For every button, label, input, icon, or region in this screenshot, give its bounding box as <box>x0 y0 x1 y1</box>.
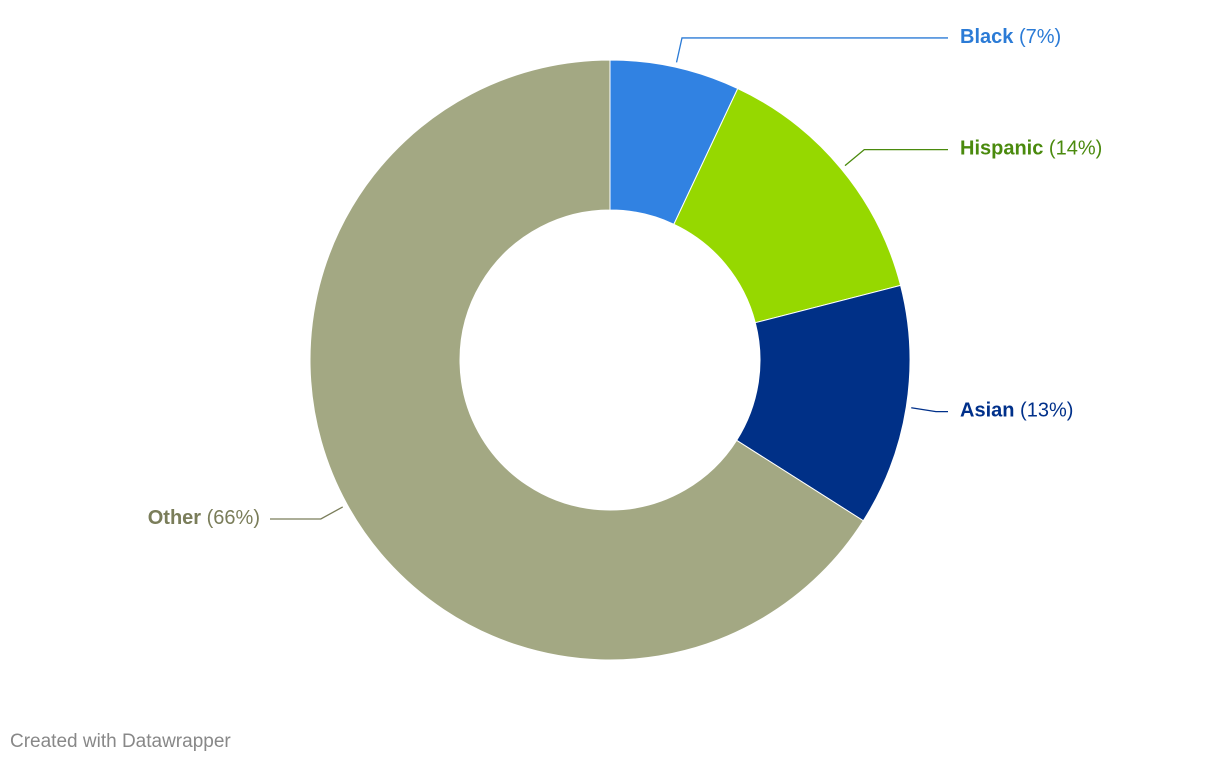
slice-value: (7%) <box>1019 26 1061 48</box>
slice-label: Hispanic (14%) <box>960 138 1102 160</box>
slice-value: (13%) <box>1020 400 1073 422</box>
slice-name: Black <box>960 26 1014 48</box>
leader-line <box>675 37 948 63</box>
donut-slice <box>309 59 864 661</box>
slice-name: Hispanic <box>960 138 1043 160</box>
leader-line <box>911 407 948 413</box>
leader-line <box>270 506 344 520</box>
slice-name: Asian <box>960 400 1014 422</box>
slice-value: (14%) <box>1049 138 1102 160</box>
slice-label: Black (7%) <box>960 26 1061 48</box>
slice-name: Other <box>148 507 202 529</box>
slice-label: Asian (13%) <box>960 400 1073 422</box>
donut-slice <box>673 87 902 324</box>
slice-value: (66%) <box>207 507 260 529</box>
leader-line <box>844 149 948 167</box>
slice-label: Other (66%) <box>148 507 260 529</box>
credit: Created with Datawrapper <box>10 731 231 752</box>
